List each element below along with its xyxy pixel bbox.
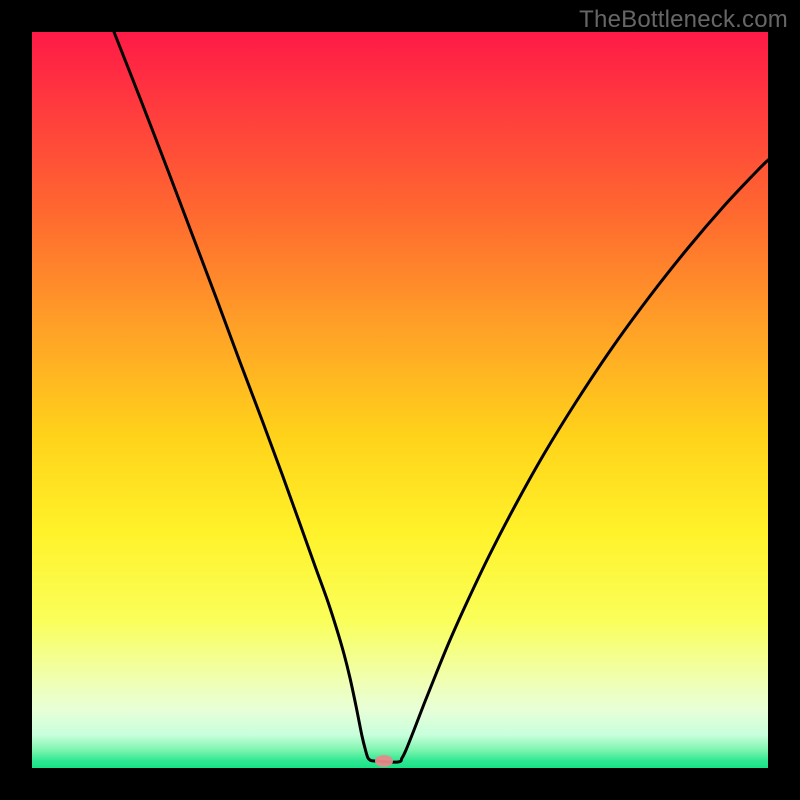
plot-area [32, 32, 768, 768]
chart-frame: TheBottleneck.com [0, 0, 800, 800]
gradient-background [32, 32, 768, 768]
optimum-marker [375, 755, 393, 767]
bottleneck-chart [32, 32, 768, 768]
watermark-text: TheBottleneck.com [579, 6, 788, 34]
